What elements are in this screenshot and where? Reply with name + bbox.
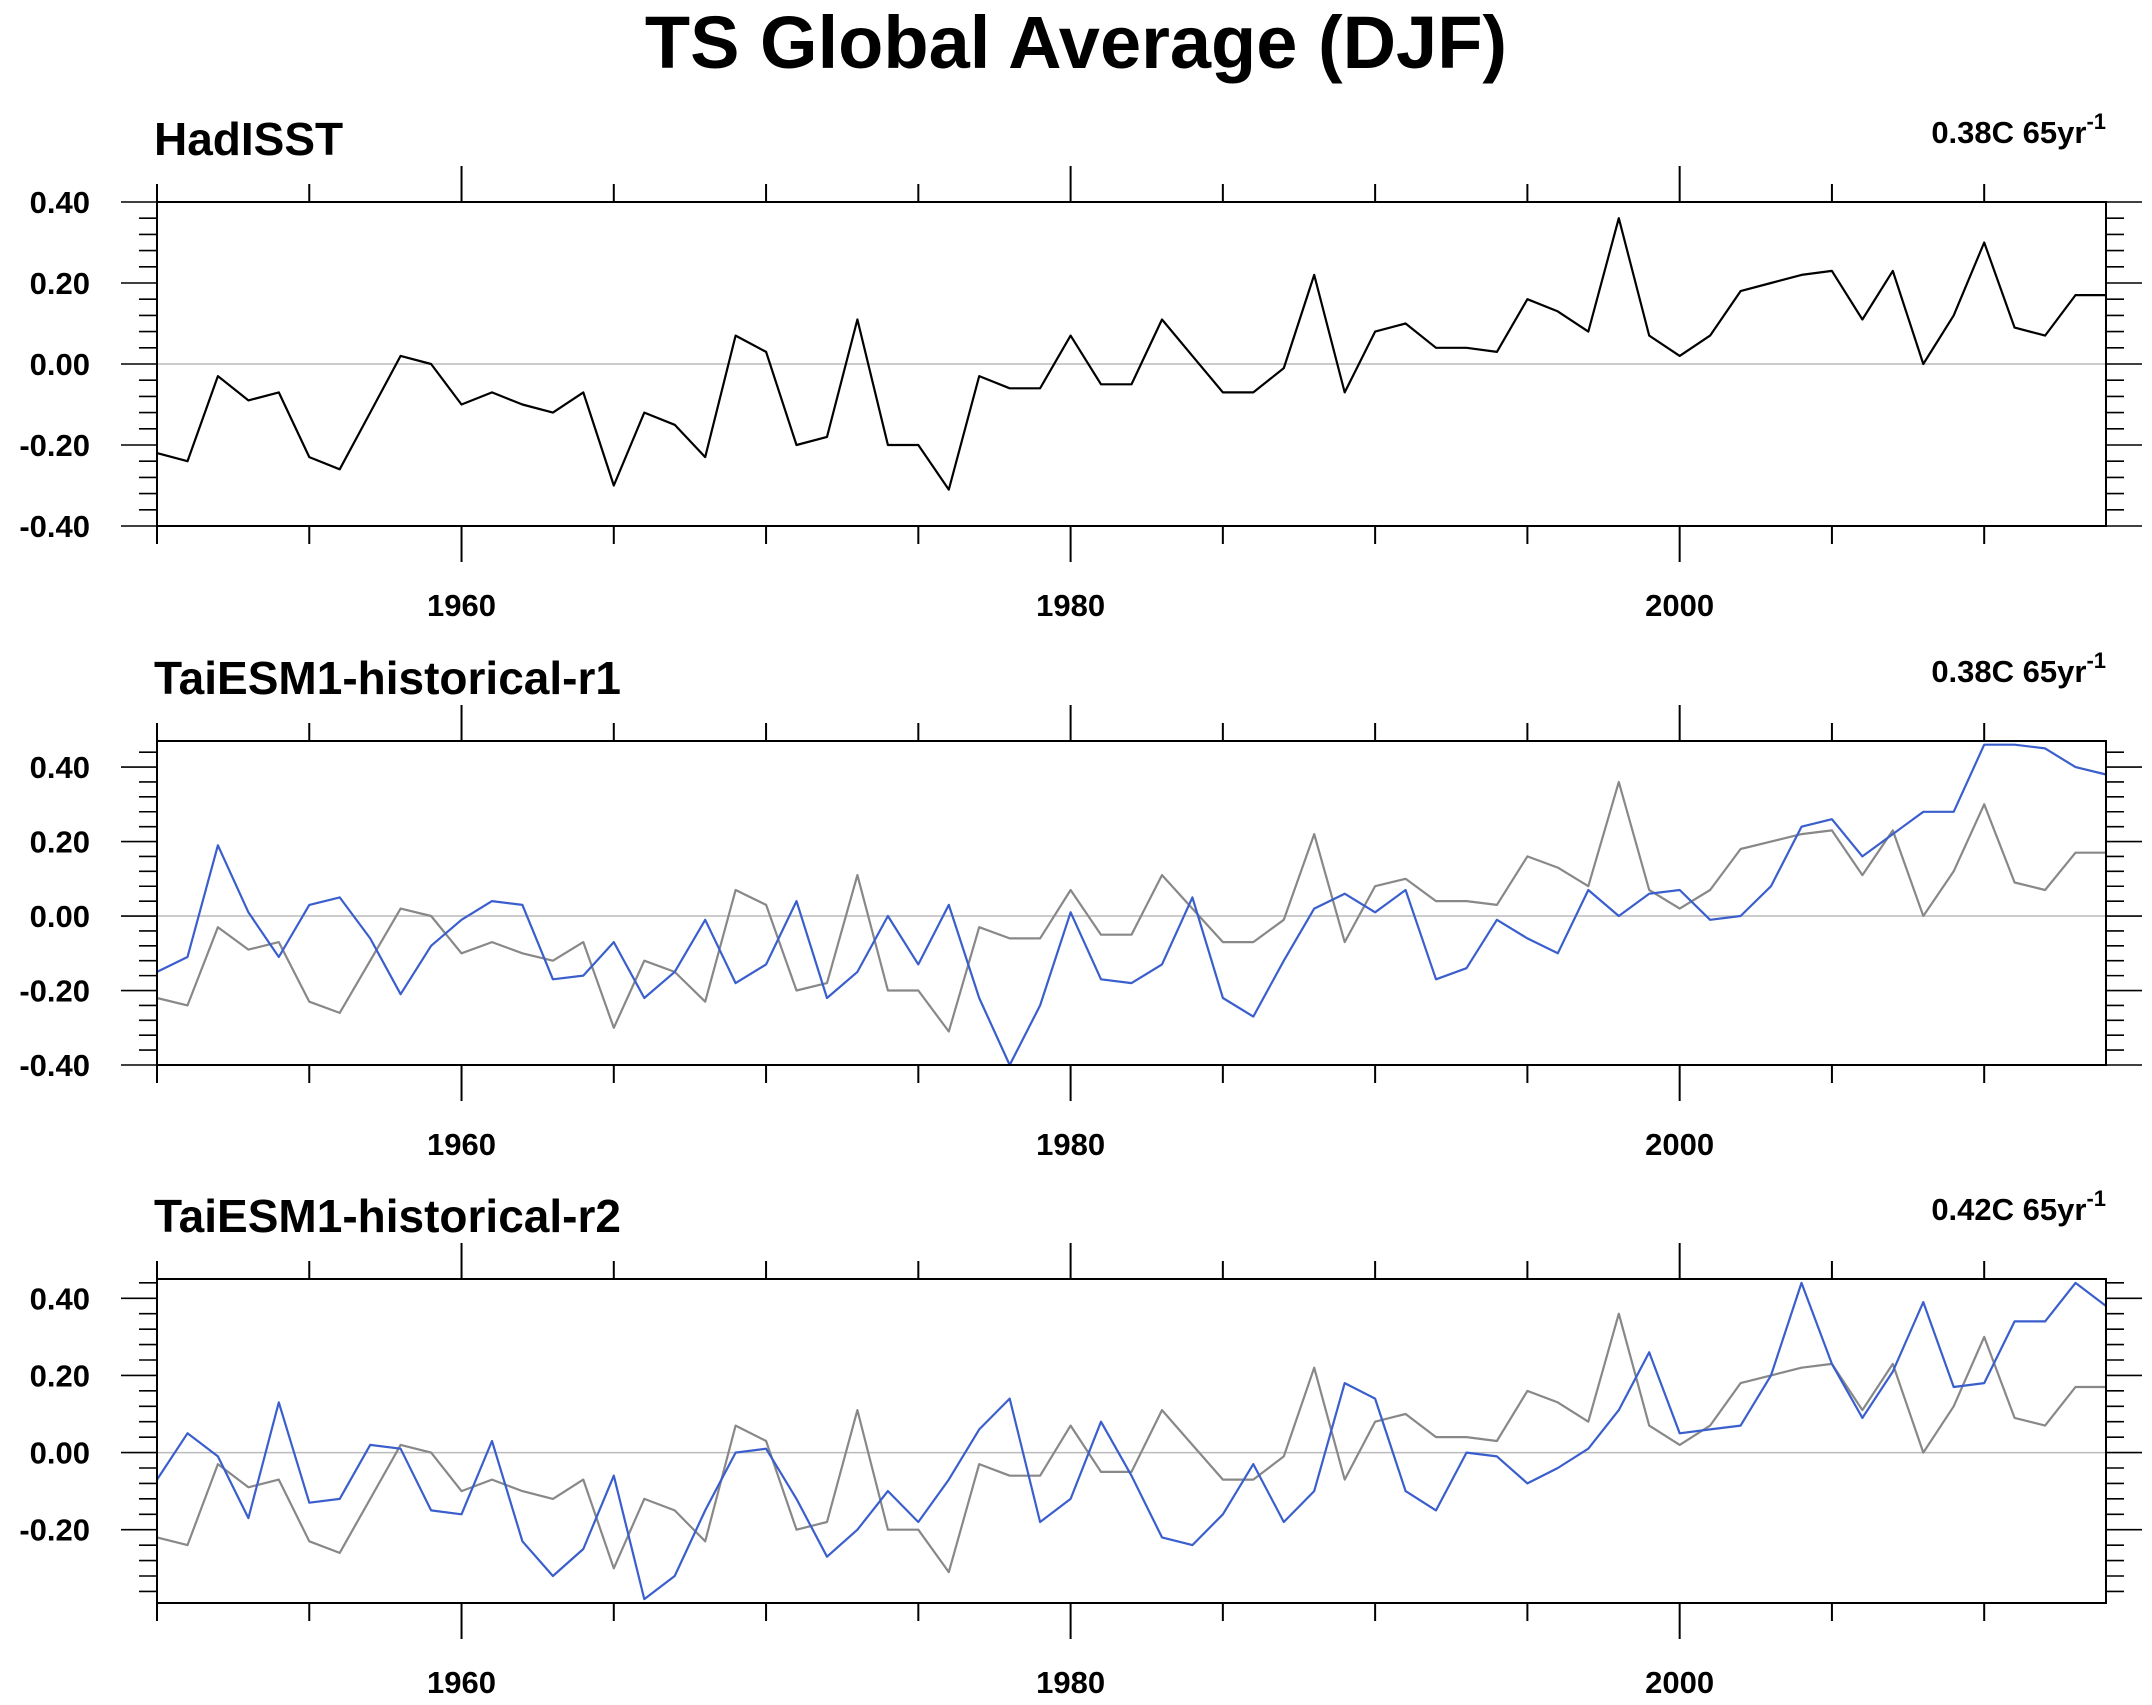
panel1-xtick-label: 2000 — [1645, 588, 1714, 623]
panel2-ytick-label: 0.20 — [30, 825, 90, 860]
panel3-trend-value: 0.42C 65yr — [1931, 1192, 2086, 1227]
panel2-ytick-label: 0.00 — [30, 899, 90, 934]
panel2-trend-label: 0.38C 65yr-1 — [1931, 648, 2106, 689]
panel2-trend-exponent: -1 — [2086, 648, 2106, 673]
panel1-ytick-label: -0.40 — [19, 509, 90, 544]
panel2-trend-value: 0.38C 65yr — [1931, 654, 2086, 689]
panel1-title: HadISST — [154, 113, 343, 165]
panel1-series-obs — [156, 217, 2106, 491]
panel2-xtick-label: 1980 — [1036, 1127, 1105, 1162]
panel3-xtick-label: 1960 — [427, 1665, 496, 1700]
panel2-series-obs_ref — [156, 780, 2106, 1033]
panel1-xtick-label: 1960 — [427, 588, 496, 623]
panel3-title: TaiESM1-historical-r2 — [154, 1190, 621, 1242]
panel1-ytick-label: -0.20 — [19, 428, 90, 463]
panel3-ytick-label: 0.00 — [30, 1436, 90, 1471]
panel2-xtick-label: 2000 — [1645, 1127, 1714, 1162]
panel3-xtick-label: 1980 — [1036, 1665, 1105, 1700]
panel1-trend-label: 0.38C 65yr-1 — [1931, 109, 2106, 150]
panel2-ytick-label: -0.40 — [19, 1048, 90, 1083]
panel1-ytick-label: 0.00 — [30, 347, 90, 382]
panel1-trend-value: 0.38C 65yr — [1931, 115, 2086, 150]
panel2-title: TaiESM1-historical-r1 — [154, 652, 621, 704]
panel1-ytick-label: 0.20 — [30, 266, 90, 301]
panel3-ytick-label: -0.20 — [19, 1513, 90, 1548]
figure-title: TS Global Average (DJF) — [644, 1, 1508, 84]
panel3-trend-label: 0.42C 65yr-1 — [1931, 1186, 2106, 1227]
panel2-series-model — [156, 743, 2107, 1067]
panel3-ytick-label: 0.20 — [30, 1358, 90, 1393]
panel3-ytick-label: 0.40 — [30, 1281, 90, 1316]
panel2-ytick-label: -0.20 — [19, 974, 90, 1009]
panel3-xtick-label: 2000 — [1645, 1665, 1714, 1700]
panel3-frame — [156, 1278, 2107, 1604]
panel1-xtick-label: 1980 — [1036, 588, 1105, 623]
panel2-xtick-label: 1960 — [427, 1127, 496, 1162]
panel2-frame — [156, 740, 2107, 1066]
panel2-ytick-label: 0.40 — [30, 750, 90, 785]
panel3-series-obs_ref — [156, 1312, 2106, 1574]
panel3-trend-exponent: -1 — [2086, 1186, 2106, 1211]
panel3-series-model — [156, 1281, 2107, 1601]
panel1-ytick-label: 0.40 — [30, 185, 90, 220]
panel1-trend-exponent: -1 — [2086, 109, 2106, 134]
